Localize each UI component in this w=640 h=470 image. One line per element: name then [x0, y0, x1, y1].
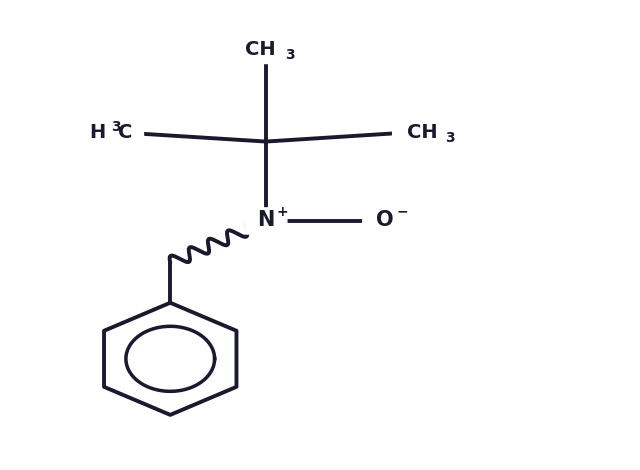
Text: 3: 3 [445, 131, 455, 145]
Text: +: + [276, 204, 288, 219]
FancyBboxPatch shape [229, 37, 303, 63]
Text: 3: 3 [285, 48, 295, 62]
Text: C: C [118, 123, 133, 142]
FancyBboxPatch shape [76, 119, 143, 146]
Text: N: N [257, 210, 275, 229]
Text: 3: 3 [111, 119, 121, 133]
Text: −: − [396, 204, 408, 219]
FancyBboxPatch shape [393, 119, 463, 146]
Text: H: H [89, 123, 105, 142]
Text: CH: CH [245, 40, 276, 59]
FancyBboxPatch shape [245, 208, 287, 234]
Text: CH: CH [406, 123, 437, 142]
Text: O: O [376, 210, 393, 229]
FancyBboxPatch shape [363, 208, 410, 234]
